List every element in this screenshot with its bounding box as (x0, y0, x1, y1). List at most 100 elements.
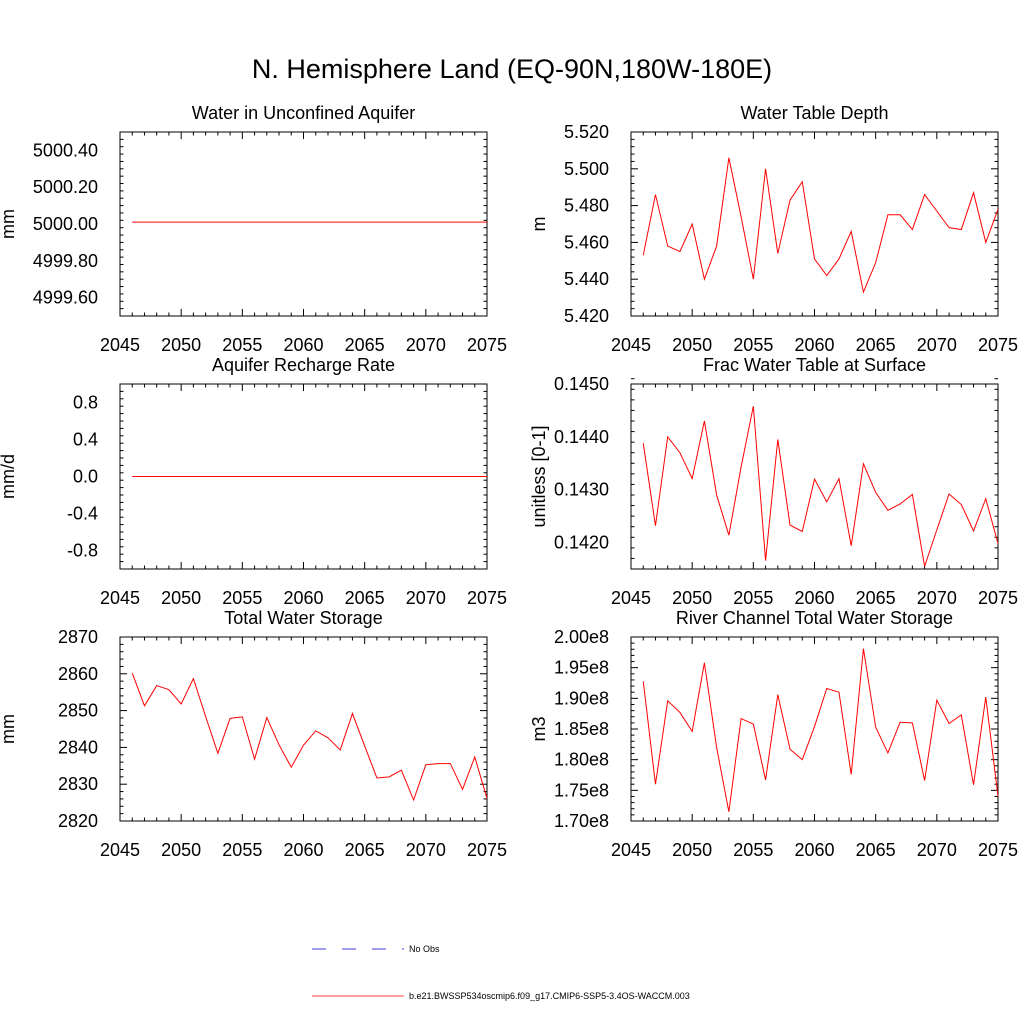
x-tick-label: 2055 (733, 335, 773, 355)
y-tick-label: 0.1430 (554, 480, 609, 500)
plot-frame (630, 383, 999, 570)
x-tick-label: 2045 (100, 840, 140, 860)
x-tick-label: 2070 (917, 335, 957, 355)
x-tick-label: 2055 (733, 840, 773, 860)
figure-title: N. Hemisphere Land (EQ-90N,180W-180E) (251, 54, 773, 84)
x-tick-label: 2045 (611, 588, 651, 608)
x-tick-label: 2055 (733, 588, 773, 608)
y-tick-label: 5.460 (564, 232, 609, 252)
y-axis-label: unitless [0-1] (529, 425, 549, 527)
x-tick-label: 2070 (917, 840, 957, 860)
plot-frame (630, 636, 999, 822)
panel-5: 2045 2050 2055 2060 2065 2070 2075 2820 2830 2840… (0, 608, 507, 860)
y-tick-label: 4999.80 (33, 251, 98, 271)
x-tick-label: 2075 (467, 588, 507, 608)
x-tick-label: 2065 (345, 588, 385, 608)
panel-6: 2045 2050 2055 2060 2065 2070 2075 1.70e8 1.75e8… (529, 608, 1018, 860)
x-tick-label: 2075 (978, 588, 1018, 608)
y-axis-label: mm (0, 209, 18, 239)
x-tick-label: 2075 (467, 335, 507, 355)
panel-4: 2045 2050 2055 2060 2065 2070 2075 0.1420 0.1430… (529, 355, 1018, 608)
y-tick-label: 0.1450 (554, 374, 609, 394)
panel-3: 2045 2050 2055 2060 2065 2070 2075 -0.8 -0.4 0.0 0… (0, 355, 507, 608)
y-tick-label: 1.80e8 (554, 750, 609, 770)
x-tick-label: 2060 (794, 840, 834, 860)
x-tick-label: 2050 (161, 588, 201, 608)
x-tick-label: 2065 (345, 335, 385, 355)
x-tick-label: 2070 (406, 588, 446, 608)
panel-title: Total Water Storage (224, 608, 382, 628)
y-tick-label: 5000.40 (33, 140, 98, 160)
panel-title: Aquifer Recharge Rate (212, 355, 395, 375)
x-tick-label: 2070 (406, 840, 446, 860)
x-tick-label: 2055 (222, 840, 262, 860)
x-tick-label: 2050 (161, 335, 201, 355)
x-tick-label: 2055 (222, 335, 262, 355)
x-tick-label: 2050 (672, 335, 712, 355)
y-tick-label: 1.95e8 (554, 658, 609, 678)
panel-title: Water Table Depth (740, 103, 888, 123)
x-tick-label: 2070 (917, 588, 957, 608)
y-tick-label: 1.75e8 (554, 780, 609, 800)
x-tick-label: 2070 (406, 335, 446, 355)
plot-frame (630, 131, 999, 317)
y-tick-label: 0.1420 (554, 533, 609, 553)
y-tick-label: 0.0 (73, 467, 98, 487)
y-tick-label: 5000.20 (33, 177, 98, 197)
y-axis-label: mm (0, 714, 18, 744)
x-tick-label: 2060 (283, 588, 323, 608)
y-tick-label: 5000.00 (33, 214, 98, 234)
panel-title: Frac Water Table at Surface (703, 355, 926, 375)
x-tick-label: 2060 (794, 588, 834, 608)
series-line (642, 406, 999, 567)
panel-2: 2045 2050 2055 2060 2065 2070 2075 5.420 5.440 5.… (529, 103, 1018, 355)
y-tick-label: 1.85e8 (554, 719, 609, 739)
y-tick-label: 2820 (58, 811, 98, 831)
legend: No Obs b.e21.BWSSP534oscmip6.f09_g17.CMI… (312, 944, 690, 1001)
plot-frame (119, 131, 488, 317)
y-tick-label: 2850 (58, 701, 98, 721)
y-tick-label: 5.440 (564, 269, 609, 289)
x-tick-label: 2045 (100, 588, 140, 608)
panel-title: Water in Unconfined Aquifer (192, 103, 415, 123)
y-tick-label: 2870 (58, 627, 98, 647)
series-line (642, 157, 999, 294)
x-tick-label: 2075 (978, 840, 1018, 860)
y-tick-label: 2.00e8 (554, 627, 609, 647)
panel-1: 2045 2050 2055 2060 2065 2070 2075 4999.60 4999.… (0, 103, 507, 355)
x-tick-label: 2065 (856, 840, 896, 860)
y-tick-label: 1.90e8 (554, 688, 609, 708)
x-tick-label: 2055 (222, 588, 262, 608)
y-tick-label: 0.8 (73, 393, 98, 413)
x-tick-label: 2045 (100, 335, 140, 355)
y-tick-label: 2840 (58, 737, 98, 757)
legend-obs-label: No Obs (409, 944, 440, 954)
y-tick-label: 5.520 (564, 122, 609, 142)
y-axis-label: mm/d (0, 454, 18, 499)
x-tick-label: 2060 (283, 840, 323, 860)
x-tick-label: 2050 (672, 588, 712, 608)
plot-frame (119, 636, 488, 822)
x-tick-label: 2045 (611, 840, 651, 860)
x-tick-label: 2060 (283, 335, 323, 355)
legend-model-label: b.e21.BWSSP534oscmip6.f09_g17.CMIP6-SSP5… (409, 991, 690, 1001)
x-tick-label: 2045 (611, 335, 651, 355)
y-tick-label: 2830 (58, 774, 98, 794)
x-tick-label: 2065 (856, 335, 896, 355)
y-tick-label: 5.420 (564, 306, 609, 326)
y-tick-label: -0.4 (67, 504, 98, 524)
series-line (131, 672, 488, 802)
y-tick-label: 0.1440 (554, 427, 609, 447)
x-tick-label: 2050 (161, 840, 201, 860)
x-tick-label: 2065 (856, 588, 896, 608)
x-tick-label: 2075 (467, 840, 507, 860)
y-tick-label: 5.480 (564, 196, 609, 216)
y-tick-label: 2860 (58, 664, 98, 684)
y-tick-label: 0.4 (73, 430, 98, 450)
panel-title: River Channel Total Water Storage (676, 608, 953, 628)
y-tick-label: 1.70e8 (554, 811, 609, 831)
series-line (642, 648, 999, 812)
x-tick-label: 2060 (794, 335, 834, 355)
y-tick-label: 5.500 (564, 159, 609, 179)
